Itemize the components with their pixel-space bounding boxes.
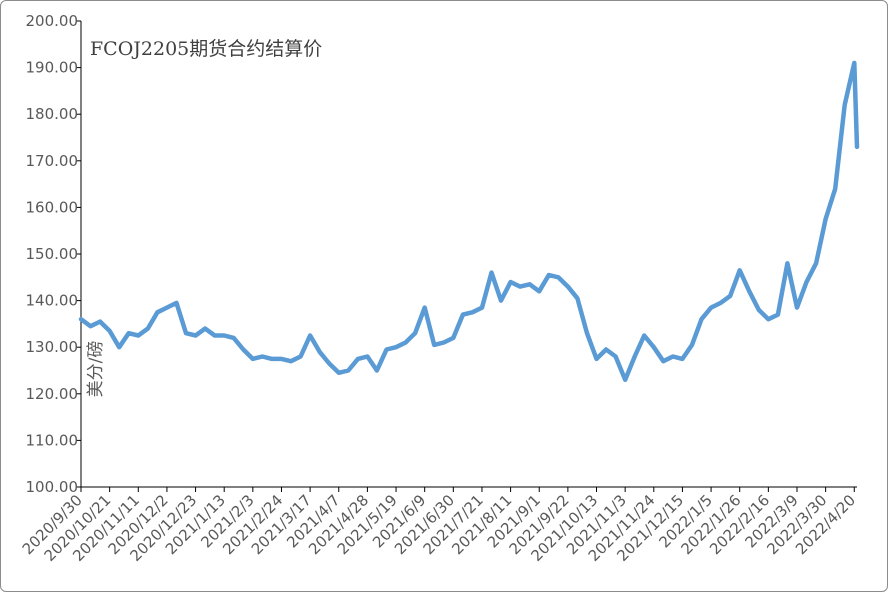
y-tick-label: 180.00: [26, 105, 79, 123]
y-tick-label: 120.00: [26, 385, 79, 403]
y-axis: 100.00 110.00 120.00 130.00 140.00 150.00 160.…: [26, 12, 82, 496]
series-line: [78, 60, 860, 383]
y-tick-label: 130.00: [26, 338, 79, 356]
y-tick-label: 100.00: [26, 478, 79, 496]
y-tick-label: 200.00: [26, 12, 79, 30]
y-tick-label: 170.00: [26, 152, 79, 170]
x-axis: 2020/9/302020/10/212020/11/112020/12/220…: [19, 486, 859, 565]
y-tick-label: 140.00: [26, 292, 79, 310]
y-tick-label: 160.00: [26, 198, 79, 216]
y-axis-label: 美分/磅: [86, 341, 106, 398]
plot-area: [78, 60, 860, 383]
y-tick-label: 190.00: [26, 59, 79, 77]
y-tick-label: 110.00: [26, 431, 79, 449]
chart-title: FCOJ2205期货合约结算价: [90, 38, 322, 60]
y-tick-label: 150.00: [26, 245, 79, 263]
